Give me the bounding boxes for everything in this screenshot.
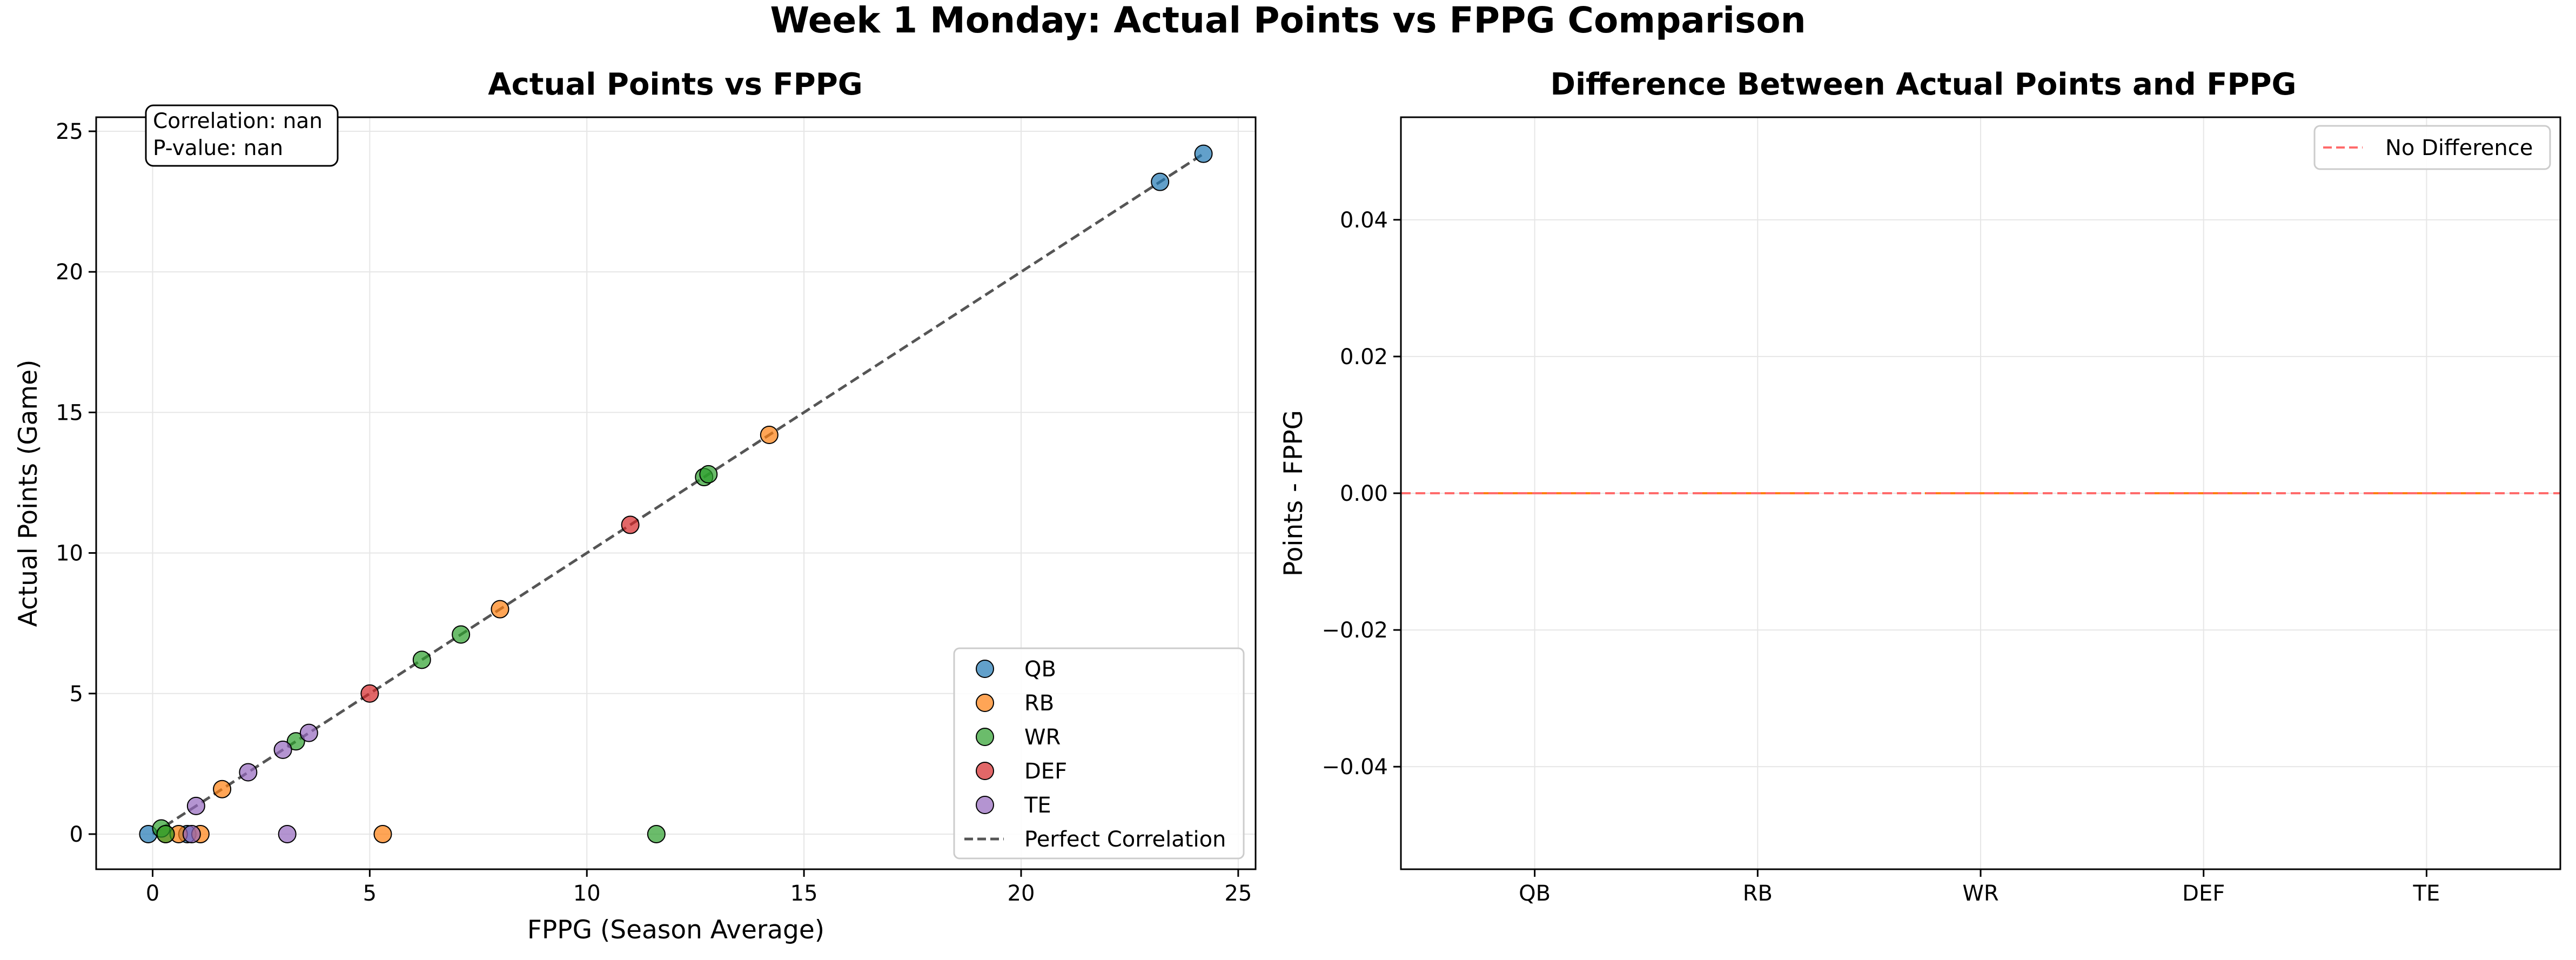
scatter-x-tick-label: 25: [1224, 881, 1252, 906]
scatter-y-axis-label: Actual Points (Game): [14, 360, 43, 627]
no-difference-legend-label: No Difference: [2385, 136, 2533, 160]
legend-marker-rb: [976, 694, 994, 712]
scatter-y-tick-label: 5: [70, 682, 83, 707]
difference-legend-frame: [2313, 125, 2551, 170]
difference-y-tick-label: −0.04: [1321, 755, 1388, 780]
legend-label-qb: QB: [1024, 657, 1056, 682]
point-rb: [760, 426, 779, 445]
correlation-text: Correlation: nan: [153, 109, 323, 133]
scatter-x-tick-label: 15: [790, 881, 818, 906]
point-wr: [452, 625, 471, 644]
point-qb: [1194, 144, 1213, 163]
point-te: [186, 796, 205, 815]
legend-label-def: DEF: [1024, 759, 1067, 784]
scatter-x-tick-label: 10: [573, 881, 601, 906]
scatter-y-ticks: 0 5 10 15 20 25: [56, 119, 96, 847]
difference-y-tick-label: 0.02: [1340, 345, 1388, 370]
scatter-legend: QB RB WR DEF TE Perfect Correlation: [953, 647, 1245, 860]
scatter-x-tick-label: 20: [1008, 881, 1035, 906]
point-qb: [1151, 172, 1170, 191]
legend-marker-te: [976, 796, 994, 814]
point-rb: [491, 600, 509, 619]
point-wr: [412, 650, 431, 669]
p-value-text: P-value: nan: [153, 136, 283, 160]
legend-marker-def: [976, 762, 994, 780]
scatter-x-tick-label: 5: [363, 881, 377, 906]
scatter-panel: Actual Points vs FPPG 0 5 10 15 20 25 0 5 10 15 2…: [14, 67, 1257, 945]
difference-legend: No Difference: [2313, 125, 2551, 170]
point-rb: [213, 780, 232, 798]
point-def: [360, 684, 379, 703]
difference-title: Difference Between Actual Points and FPP…: [1550, 67, 2296, 102]
point-wr: [286, 732, 305, 751]
figure-suptitle: Week 1 Monday: Actual Points vs FPPG Com…: [770, 0, 1806, 41]
scatter-plot-frame: [95, 116, 1257, 870]
perfect-correlation-line-group: [152, 152, 1204, 836]
point-wr: [156, 824, 175, 843]
point-te: [182, 824, 201, 843]
correlation-annotation: Correlation: nan P-value: nan: [145, 104, 339, 167]
difference-panel: Difference Between Actual Points and FPP…: [1279, 67, 2561, 906]
series-def: [360, 515, 640, 703]
point-te: [299, 723, 318, 742]
point-te: [278, 824, 297, 843]
difference-y-ticks: 0.04 0.02 0.00 −0.02 −0.04: [1321, 208, 1401, 780]
difference-x-tick-label: QB: [1519, 881, 1551, 906]
point-def: [621, 515, 640, 534]
difference-x-tick-label: TE: [2413, 881, 2440, 906]
point-wr: [647, 824, 666, 843]
scatter-legend-frame: [953, 647, 1245, 860]
difference-y-tick-label: −0.02: [1321, 618, 1388, 643]
scatter-y-tick-label: 25: [56, 119, 83, 144]
point-wr: [699, 465, 718, 484]
legend-label-rb: RB: [1024, 691, 1054, 716]
scatter-y-tick-label: 20: [56, 260, 83, 285]
point-te: [239, 763, 258, 782]
legend-label-te: TE: [1024, 793, 1051, 818]
perfect-correlation-line: [152, 152, 1204, 836]
point-te: [273, 740, 292, 759]
series-te: [182, 723, 318, 843]
legend-label-wr: WR: [1024, 725, 1061, 750]
scatter-y-tick-label: 0: [70, 822, 83, 847]
point-rb: [373, 824, 392, 843]
legend-label-perfect-correlation: Perfect Correlation: [1024, 827, 1226, 852]
difference-y-tick-label: 0.04: [1340, 208, 1388, 233]
scatter-points: [139, 144, 1213, 843]
legend-marker-qb: [976, 660, 994, 678]
scatter-y-tick-label: 10: [56, 541, 83, 566]
scatter-x-ticks: 0 5 10 15 20 25: [146, 869, 1252, 906]
difference-x-ticks: QB RB WR DEF TE: [1519, 869, 2440, 906]
correlation-annotation-box: [145, 104, 339, 167]
difference-x-tick-label: WR: [1962, 881, 1998, 906]
difference-y-axis-label: Points - FPPG: [1279, 410, 1309, 576]
difference-x-tick-label: RB: [1743, 881, 1773, 906]
scatter-x-tick-label: 0: [146, 881, 159, 906]
difference-x-tick-label: DEF: [2182, 881, 2225, 906]
difference-y-tick-label: 0.00: [1340, 481, 1388, 506]
series-wr: [152, 465, 718, 843]
scatter-x-axis-label: FPPG (Season Average): [527, 915, 824, 945]
scatter-y-tick-label: 15: [56, 400, 83, 425]
legend-marker-wr: [976, 728, 994, 746]
scatter-title: Actual Points vs FPPG: [488, 67, 862, 102]
